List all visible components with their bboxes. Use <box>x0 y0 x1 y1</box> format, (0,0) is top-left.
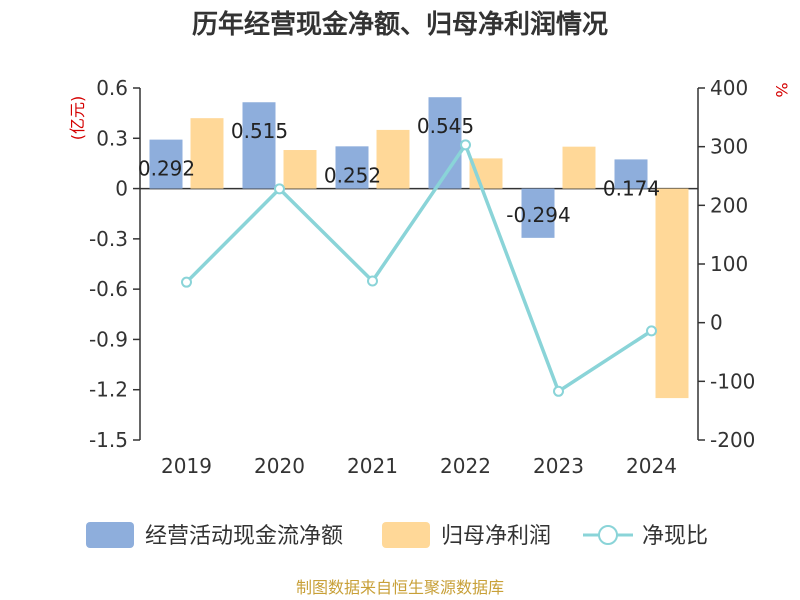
x-tick-label: 2022 <box>440 454 491 478</box>
cash-flow-bar <box>614 159 648 189</box>
cash-flow-bar <box>149 139 183 189</box>
y-left-tick-label: -1.5 <box>89 428 128 452</box>
ratio-point <box>553 385 564 397</box>
cash-flow-data-label: 0.515 <box>231 119 288 143</box>
y-left-unit: (亿元) <box>68 96 87 141</box>
y-left-tick-label: 0.3 <box>96 126 128 150</box>
ratio-point <box>274 183 285 195</box>
legend: 经营活动现金流净额 归母净利润 净现比 <box>86 522 708 549</box>
y-right-tick-label: 300 <box>710 135 748 159</box>
cash-flow-data-label: 0.252 <box>324 163 381 187</box>
cash-flow-bar <box>242 102 276 189</box>
y-left-tick-label: 0 <box>115 177 128 201</box>
y-left-tick-label: -0.6 <box>89 277 128 301</box>
y-right-tick-label: 200 <box>710 193 748 217</box>
ratio-point <box>646 325 657 337</box>
cash-flow-data-label: 0.292 <box>138 157 195 181</box>
y-right-tick-label: 0 <box>710 311 723 335</box>
data-labels: 0.292 0.515 0.252 0.545 -0.294 0.174 <box>138 114 660 227</box>
y-right-tick-label: 400 <box>710 76 748 100</box>
x-tick-label: 2024 <box>626 454 677 478</box>
y-right-tick-label: -200 <box>710 428 755 452</box>
legend-label-net-profit: 归母净利润 <box>441 524 551 549</box>
net-profit-bar <box>283 150 317 189</box>
net-profit-bar <box>562 146 596 189</box>
y-left-tick-label: -0.3 <box>89 227 128 251</box>
chart-title: 历年经营现金净额、归母净利润情况 <box>192 9 608 40</box>
bars <box>149 97 689 399</box>
x-tick-label: 2021 <box>347 454 398 478</box>
ratio-point <box>460 139 471 151</box>
cash-flow-data-label: 0.545 <box>417 114 474 138</box>
x-tick-label: 2020 <box>254 454 305 478</box>
y-left-tick-label: -1.2 <box>89 378 128 402</box>
cash-flow-data-label: 0.174 <box>603 176 660 200</box>
net-profit-bar <box>655 188 689 399</box>
net-profit-bar <box>190 118 224 189</box>
y-right-tick-label: -100 <box>710 369 755 393</box>
y-left-tick-label: 0.6 <box>96 76 128 100</box>
y-right-unit: % <box>772 82 791 97</box>
legend-label-cash-flow: 经营活动现金流净额 <box>145 524 343 549</box>
x-tick-label: 2019 <box>161 454 212 478</box>
ratio-point <box>181 276 192 288</box>
net-profit-bar <box>376 129 410 189</box>
legend-swatch-cash-flow <box>86 522 134 548</box>
source-note: 制图数据来自恒生聚源数据库 <box>296 578 504 597</box>
legend-swatch-net-profit <box>382 522 430 548</box>
legend-label-ratio: 净现比 <box>642 524 708 549</box>
cash-flow-bar <box>521 188 555 238</box>
ratio-line <box>181 139 657 397</box>
axes: 0.6 0.3 0 -0.3 -0.6 -0.9 -1.2 -1.5 400 300 200 100 0… <box>68 76 791 478</box>
cash-flow-bar <box>335 146 369 189</box>
ratio-series-line <box>185 141 653 394</box>
cash-flow-data-label: -0.294 <box>506 203 570 227</box>
ratio-point <box>367 275 378 287</box>
y-left-tick-label: -0.9 <box>89 327 128 351</box>
x-tick-label: 2023 <box>533 454 584 478</box>
y-right-tick-label: 100 <box>710 252 748 276</box>
legend-marker-ratio <box>598 525 618 545</box>
